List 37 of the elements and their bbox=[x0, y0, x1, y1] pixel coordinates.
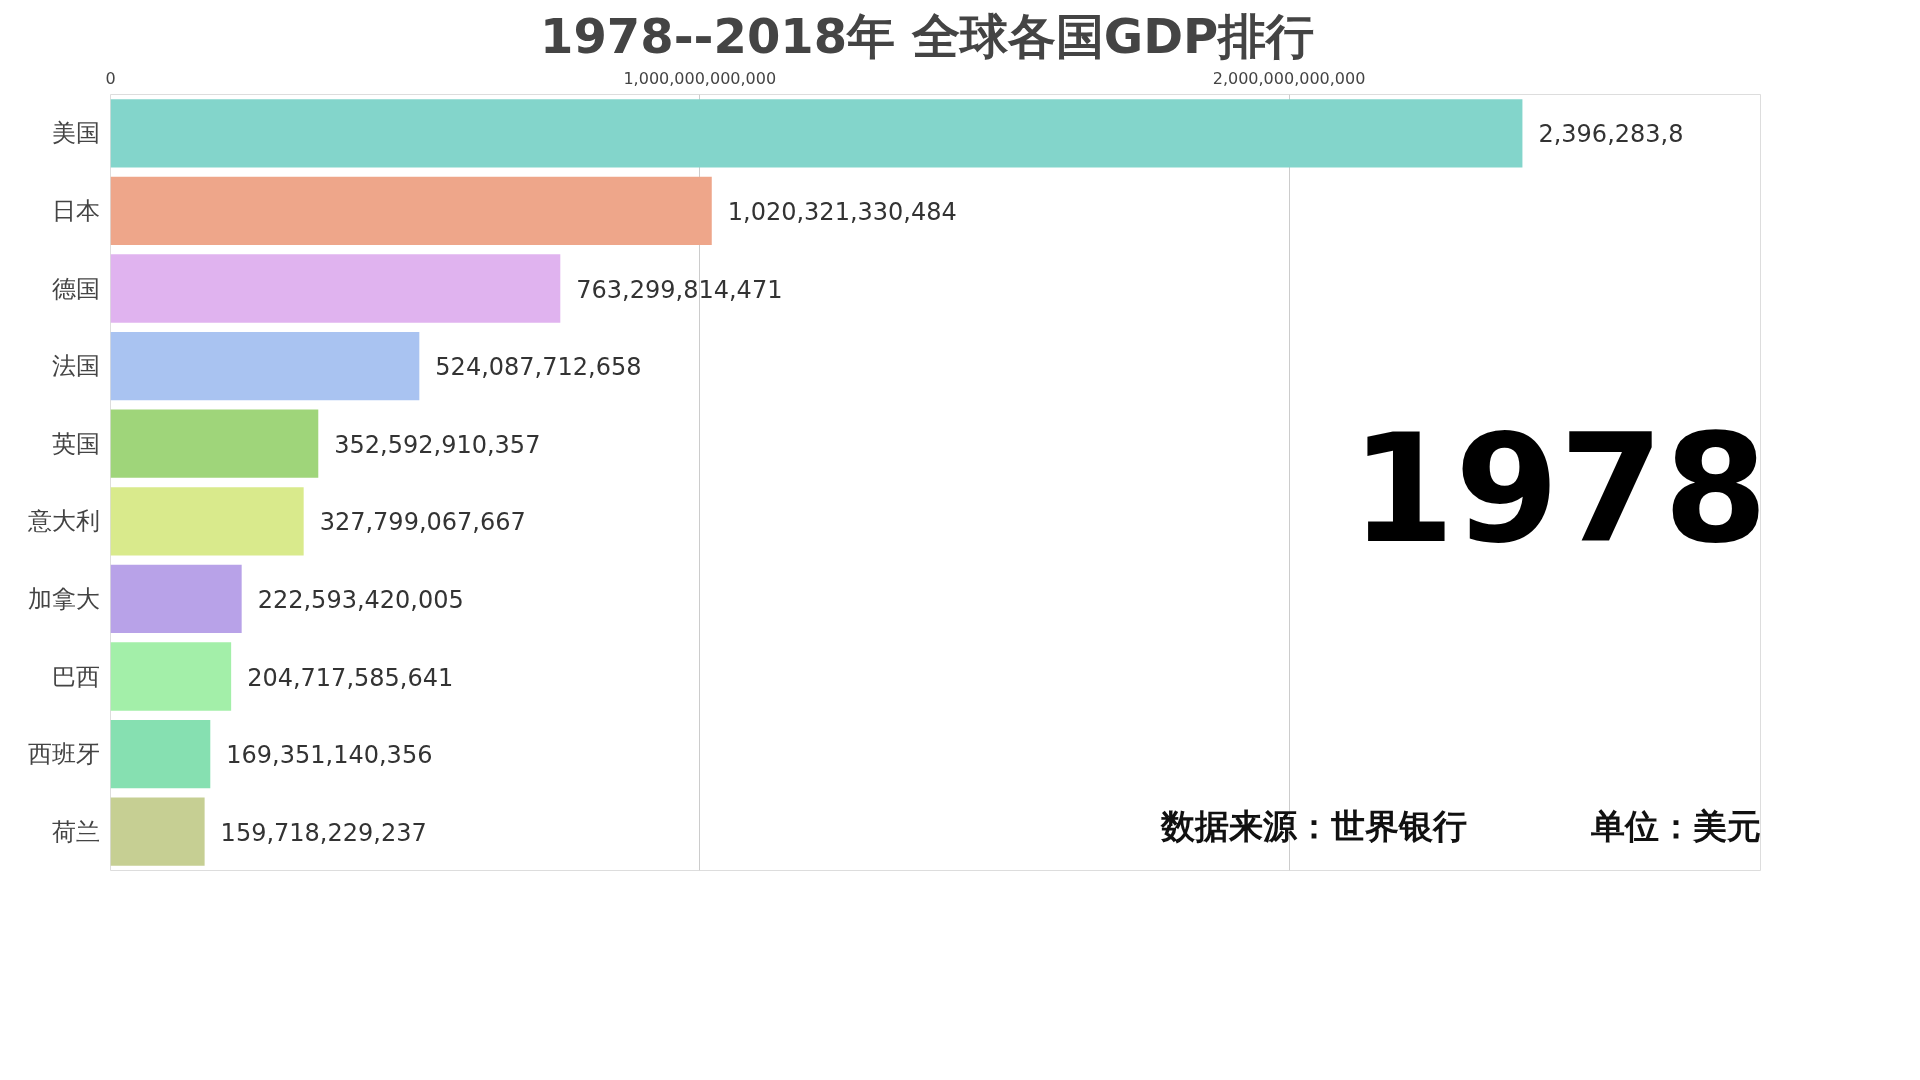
data-label: 1,020,321,330,484 bbox=[727, 197, 957, 226]
chart-title: 1978--2018年 全球各国GDP排行 bbox=[540, 7, 1315, 64]
annotation: 1978 bbox=[1350, 401, 1768, 576]
y-tick-label: 意大利 bbox=[26, 507, 100, 536]
y-tick-label: 荷兰 bbox=[51, 817, 100, 846]
y-tick-label: 西班牙 bbox=[27, 740, 100, 769]
bar bbox=[110, 409, 319, 478]
y-tick-label: 日本 bbox=[51, 196, 100, 225]
y-tick-label: 加拿大 bbox=[27, 584, 100, 613]
data-label: 352,592,910,357 bbox=[334, 430, 541, 459]
data-label: 2,396,283,8 bbox=[1538, 120, 1684, 149]
x-tick-label: 1,000,000,000,000 bbox=[623, 68, 777, 88]
bar bbox=[110, 719, 211, 789]
bar bbox=[110, 487, 304, 556]
y-tick-label: 法国 bbox=[51, 352, 100, 381]
data-label: 327,799,067,667 bbox=[319, 508, 526, 537]
y-tick-label: 巴西 bbox=[51, 662, 100, 691]
bar bbox=[110, 99, 1523, 168]
y-tick-label: 美国 bbox=[51, 119, 100, 148]
y-tick-label: 德国 bbox=[51, 274, 100, 303]
data-label: 524,087,712,658 bbox=[435, 353, 642, 382]
annotation: 单位：美元 bbox=[1589, 805, 1761, 846]
y-tick-label: 英国 bbox=[51, 429, 100, 458]
bar bbox=[110, 331, 420, 401]
data-label: 763,299,814,471 bbox=[576, 275, 783, 304]
bar bbox=[110, 642, 232, 711]
data-label: 159,718,229,237 bbox=[220, 818, 427, 847]
data-label: 204,717,585,641 bbox=[247, 663, 454, 692]
x-tick-label: 0 bbox=[105, 68, 116, 88]
data-label: 222,593,420,005 bbox=[257, 585, 464, 614]
bar bbox=[110, 564, 242, 634]
bar bbox=[110, 176, 712, 246]
data-label: 169,351,140,356 bbox=[226, 741, 433, 770]
x-tick-label: 2,000,000,000,000 bbox=[1212, 68, 1366, 88]
bar bbox=[110, 254, 561, 323]
bar bbox=[110, 797, 205, 866]
annotation: 数据来源：世界银行 bbox=[1159, 805, 1467, 846]
